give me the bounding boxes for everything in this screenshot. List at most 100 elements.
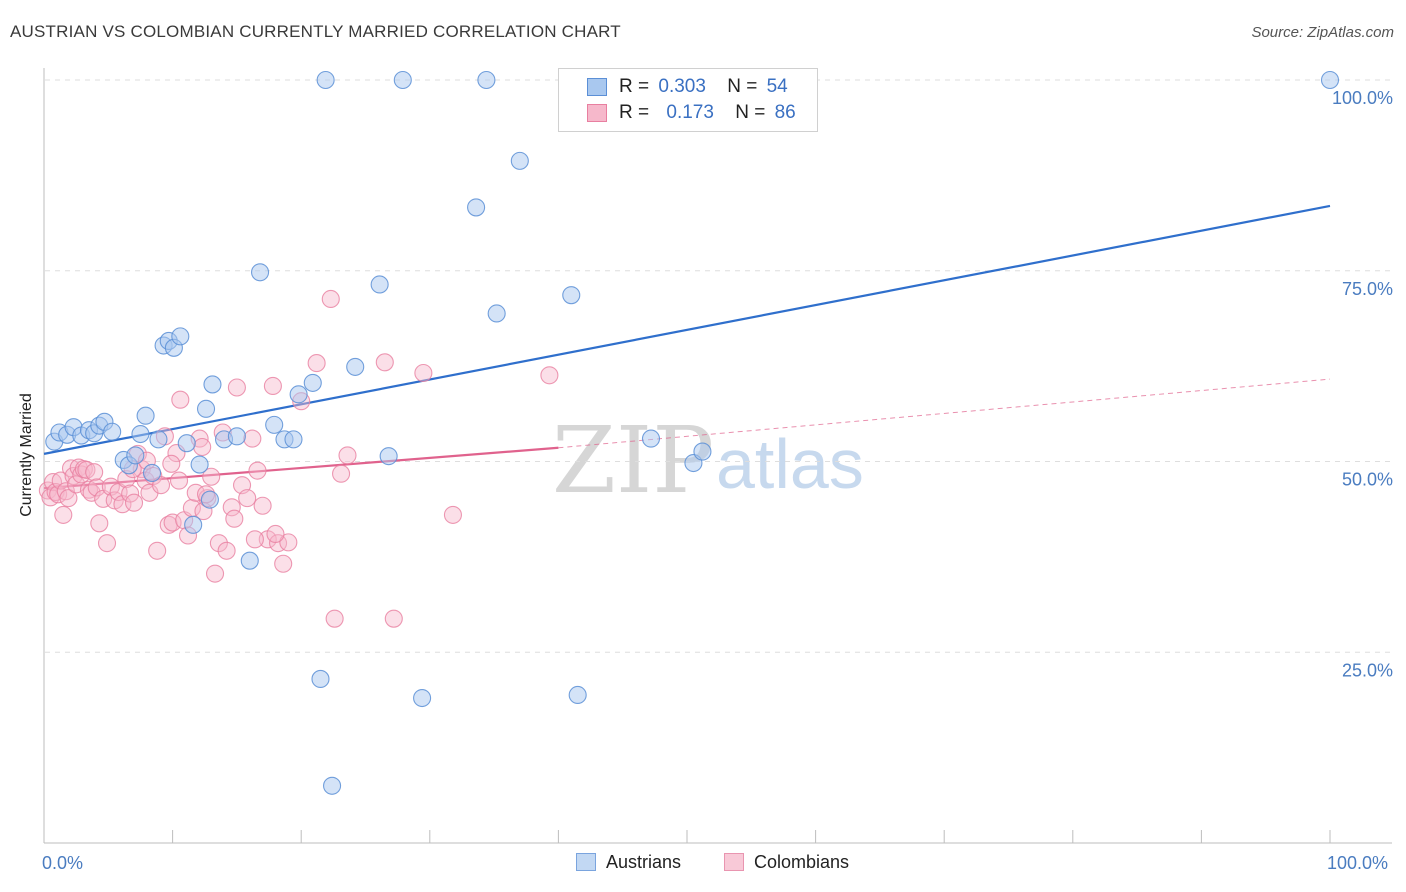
colombians-point	[148, 541, 167, 560]
austrians-point	[316, 70, 335, 90]
austrians-n-value: 54	[766, 76, 788, 97]
correlation-legend: R = 0.303 N = 54 R = 0.173 N = 86	[558, 68, 818, 132]
y-tick-label-2: 75.0%	[1342, 279, 1393, 299]
colombians-point	[162, 454, 181, 473]
austrians-point	[379, 447, 398, 466]
colombians-point	[540, 366, 559, 385]
colombians-point	[193, 437, 212, 457]
colombians-point	[151, 476, 171, 495]
austrians-point	[303, 373, 322, 392]
colombians-point	[124, 493, 144, 512]
austrians-point	[227, 427, 246, 446]
legend-item-austrians[interactable]: Austrians	[576, 852, 681, 873]
austrians-point	[184, 515, 203, 534]
austrians-point	[265, 415, 284, 434]
austrians-point	[467, 198, 486, 217]
austrians-point	[240, 551, 259, 570]
austrians-legend-label: Austrians	[606, 852, 682, 872]
colombians-point	[243, 429, 262, 448]
austrians-point	[311, 669, 330, 689]
colombians-point	[163, 513, 182, 532]
chart-title: AUSTRIAN VS COLOMBIAN CURRENTLY MARRIED …	[10, 22, 621, 41]
austrians-n-label: N =	[727, 76, 758, 97]
watermark-atlas: atlas	[716, 425, 864, 503]
austrians-point	[393, 70, 412, 90]
austrians-point	[370, 275, 389, 294]
colombians-point	[56, 482, 75, 501]
colombians-point	[443, 505, 462, 524]
trend-lines	[43, 204, 1331, 490]
colombians-point	[338, 446, 357, 465]
colombians-point	[332, 464, 351, 483]
austrians-point	[289, 385, 308, 404]
colombians-point	[87, 478, 106, 497]
colombians-point	[54, 505, 73, 524]
x-tick-label-min: 0.0%	[42, 853, 84, 873]
colombians-n-label: N =	[735, 102, 766, 123]
austrians-point	[142, 463, 162, 482]
colombians-legend-label: Colombians	[754, 852, 850, 872]
austrians-point	[693, 442, 712, 461]
austrians-point	[200, 490, 219, 509]
colombians-trend-line	[43, 446, 559, 490]
austrians-r-value: 0.303	[658, 76, 706, 97]
colombians-point	[90, 514, 109, 533]
watermark: ZIP atlas	[552, 407, 864, 514]
austrians-point	[510, 151, 529, 170]
austrians-point	[203, 375, 222, 394]
colombians-n-value: 86	[774, 102, 796, 123]
colombians-point	[217, 541, 236, 560]
y-tick-label-0: 25.0%	[1342, 660, 1393, 680]
colombians-point	[169, 471, 189, 490]
austrians-point	[149, 430, 168, 449]
y-tick-labels: 25.0% 50.0% 75.0% 100.0%	[1332, 88, 1393, 680]
colombians-point	[205, 564, 225, 583]
austrians-point	[323, 776, 342, 795]
austrians-point	[641, 429, 661, 448]
austrians-point	[477, 70, 496, 90]
colombians-point	[202, 467, 221, 486]
austrians-point	[487, 304, 506, 323]
colombians-point	[222, 498, 241, 517]
austrians-point	[103, 422, 122, 441]
austrians-point	[250, 263, 270, 282]
colombians-point	[238, 489, 257, 508]
series-legend: Austrians Colombians	[0, 852, 1406, 878]
austrians-point	[284, 430, 303, 449]
colombians-point	[82, 483, 101, 502]
austrians-point	[562, 286, 581, 305]
austrians-swatch	[587, 78, 607, 96]
colombians-swatch	[587, 104, 607, 122]
austrians-point	[196, 399, 216, 418]
austrians-point	[413, 688, 432, 708]
axes	[43, 68, 1392, 844]
y-tick-label-1: 50.0%	[1342, 470, 1393, 490]
source-credit: Source: ZipAtlas.com	[1251, 24, 1394, 41]
colombians-point	[245, 530, 264, 549]
austrians-point	[346, 357, 365, 376]
austrians-r-label: R =	[619, 76, 650, 97]
austrians-point	[131, 424, 150, 444]
colombians-point	[263, 376, 282, 396]
colombians-point	[321, 289, 340, 309]
colombians-point	[384, 609, 403, 628]
austrians-point	[126, 446, 145, 465]
colombians-point	[97, 534, 117, 553]
y-tick-label-3: 100.0%	[1332, 88, 1393, 108]
colombians-point	[375, 353, 394, 372]
austrians-point	[171, 327, 190, 346]
colombians-r-value: 0.173	[666, 102, 714, 123]
colombians-point	[171, 390, 190, 409]
colombians-point	[85, 463, 104, 482]
legend-item-colombians[interactable]: Colombians	[724, 852, 849, 873]
colombians-point	[274, 554, 293, 573]
colombians-point	[307, 354, 326, 373]
colombians-trend-extension	[558, 378, 1331, 449]
austrians-point	[568, 685, 587, 705]
austrians-point	[136, 406, 155, 425]
colombians-point	[266, 524, 285, 544]
austrians-point	[1320, 70, 1340, 90]
colombians-point	[248, 461, 267, 480]
colombians-point	[414, 363, 433, 383]
